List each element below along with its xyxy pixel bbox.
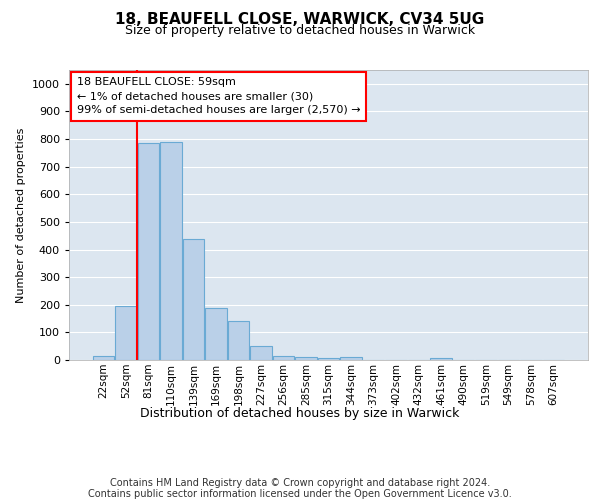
Text: Size of property relative to detached houses in Warwick: Size of property relative to detached ho… [125, 24, 475, 37]
Y-axis label: Number of detached properties: Number of detached properties [16, 128, 26, 302]
Bar [250, 346, 272, 360]
Bar [137, 143, 160, 360]
Bar [272, 356, 295, 360]
Bar [295, 357, 317, 360]
Text: Contains HM Land Registry data © Crown copyright and database right 2024.: Contains HM Land Registry data © Crown c… [110, 478, 490, 488]
Bar [92, 356, 115, 360]
Bar [227, 322, 250, 360]
Text: Distribution of detached houses by size in Warwick: Distribution of detached houses by size … [140, 408, 460, 420]
Bar [160, 142, 182, 360]
Bar [205, 308, 227, 360]
Bar [340, 357, 362, 360]
Text: 18, BEAUFELL CLOSE, WARWICK, CV34 5UG: 18, BEAUFELL CLOSE, WARWICK, CV34 5UG [115, 12, 485, 28]
Bar [430, 358, 452, 360]
Text: Contains public sector information licensed under the Open Government Licence v3: Contains public sector information licen… [88, 489, 512, 499]
Bar [317, 358, 340, 360]
Bar [182, 240, 205, 360]
Bar [115, 306, 137, 360]
Text: 18 BEAUFELL CLOSE: 59sqm
← 1% of detached houses are smaller (30)
99% of semi-de: 18 BEAUFELL CLOSE: 59sqm ← 1% of detache… [77, 77, 361, 116]
